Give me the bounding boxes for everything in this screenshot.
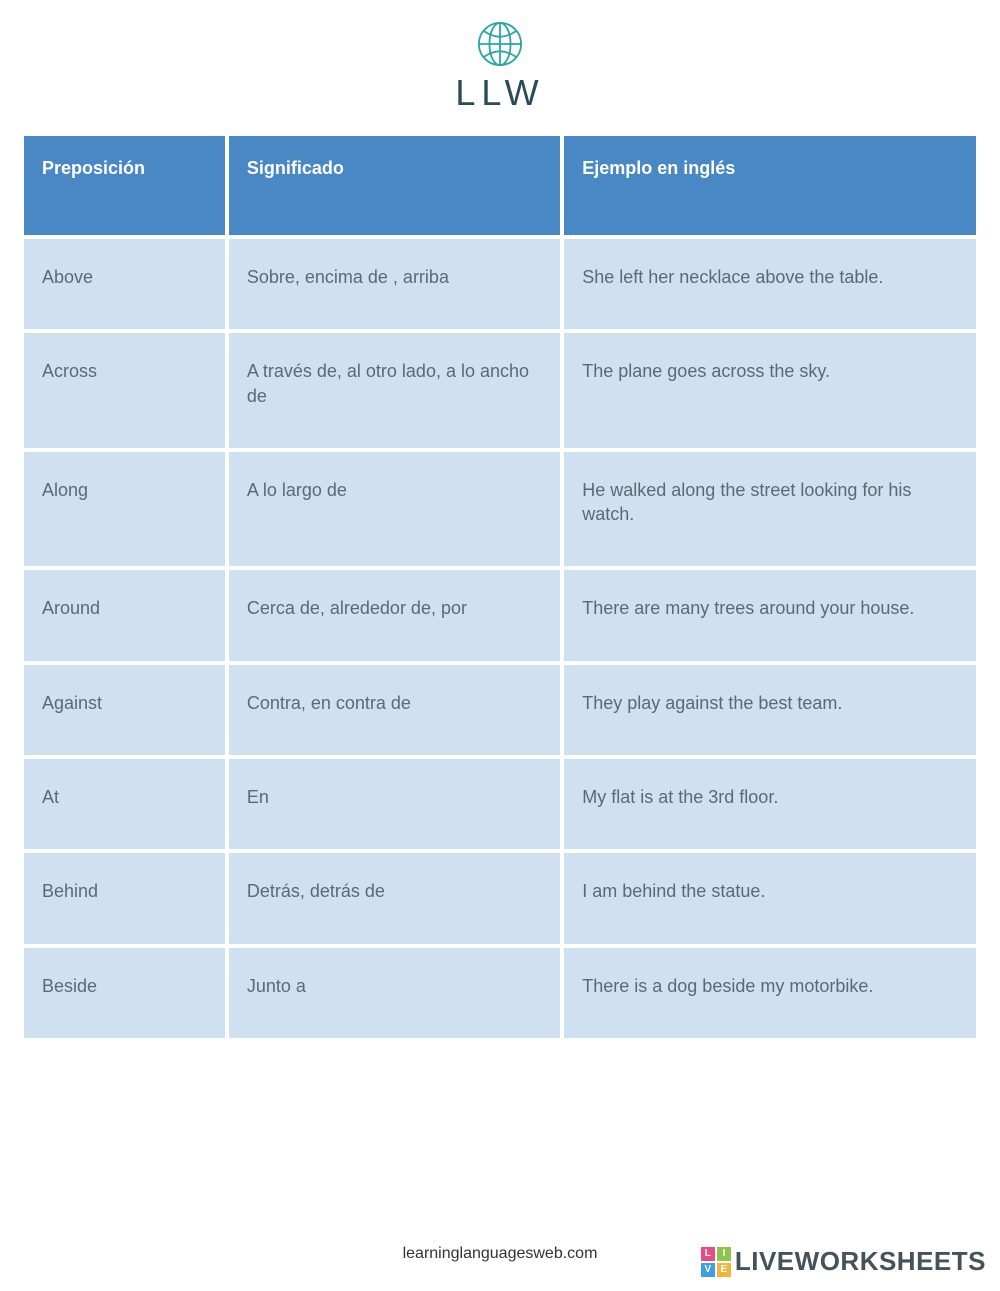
cell-meaning: Cerca de, alrededor de, por	[229, 570, 560, 660]
table-row: Beside Junto a There is a dog beside my …	[24, 948, 976, 1038]
liveworksheets-watermark: L I V E LIVEWORKSHEETS	[701, 1246, 986, 1277]
badge-cell: I	[717, 1247, 731, 1261]
table-row: Across A través de, al otro lado, a lo a…	[24, 333, 976, 448]
prepositions-table: Preposición Significado Ejemplo en inglé…	[20, 132, 980, 1042]
badge-cell: L	[701, 1247, 715, 1261]
cell-meaning: Sobre, encima de , arriba	[229, 239, 560, 329]
cell-preposition: Along	[24, 452, 225, 567]
cell-meaning: Contra, en contra de	[229, 665, 560, 755]
badge-cell: V	[701, 1263, 715, 1277]
cell-example: They play against the best team.	[564, 665, 976, 755]
table-body: Above Sobre, encima de , arriba She left…	[24, 239, 976, 1038]
badge-cell: E	[717, 1263, 731, 1277]
table-row: Behind Detrás, detrás de I am behind the…	[24, 853, 976, 943]
col-header-meaning: Significado	[229, 136, 560, 235]
table-row: At En My flat is at the 3rd floor.	[24, 759, 976, 849]
cell-example: There are many trees around your house.	[564, 570, 976, 660]
table-row: Around Cerca de, alrededor de, por There…	[24, 570, 976, 660]
cell-preposition: Beside	[24, 948, 225, 1038]
cell-example: She left her necklace above the table.	[564, 239, 976, 329]
table-row: Above Sobre, encima de , arriba She left…	[24, 239, 976, 329]
cell-preposition: Above	[24, 239, 225, 329]
cell-meaning: A través de, al otro lado, a lo ancho de	[229, 333, 560, 448]
cell-meaning: A lo largo de	[229, 452, 560, 567]
cell-example: My flat is at the 3rd floor.	[564, 759, 976, 849]
cell-preposition: Across	[24, 333, 225, 448]
cell-preposition: Around	[24, 570, 225, 660]
globe-icon	[474, 18, 526, 70]
table-header-row: Preposición Significado Ejemplo en inglé…	[24, 136, 976, 235]
cell-preposition: At	[24, 759, 225, 849]
cell-meaning: Detrás, detrás de	[229, 853, 560, 943]
watermark-text: LIVEWORKSHEETS	[735, 1246, 986, 1277]
table-row: Against Contra, en contra de They play a…	[24, 665, 976, 755]
watermark-badge-icon: L I V E	[701, 1247, 731, 1277]
cell-example: I am behind the statue.	[564, 853, 976, 943]
cell-example: He walked along the street looking for h…	[564, 452, 976, 567]
cell-preposition: Against	[24, 665, 225, 755]
logo-block: LLW	[0, 0, 1000, 124]
cell-preposition: Behind	[24, 853, 225, 943]
cell-example: There is a dog beside my motorbike.	[564, 948, 976, 1038]
table-row: Along A lo largo de He walked along the …	[24, 452, 976, 567]
col-header-preposition: Preposición	[24, 136, 225, 235]
col-header-example: Ejemplo en inglés	[564, 136, 976, 235]
cell-meaning: En	[229, 759, 560, 849]
cell-example: The plane goes across the sky.	[564, 333, 976, 448]
cell-meaning: Junto a	[229, 948, 560, 1038]
logo-text: LLW	[455, 72, 544, 114]
